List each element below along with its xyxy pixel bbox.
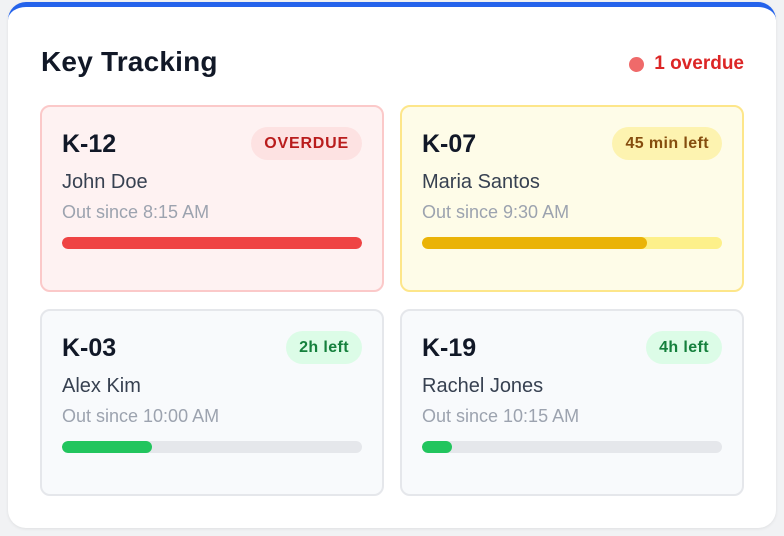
key-id: K-07 <box>422 130 477 158</box>
time-progress-fill <box>62 237 362 249</box>
key-card-k-07[interactable]: K-07 45 min left Maria Santos Out since … <box>400 105 744 292</box>
checkout-time: Out since 10:15 AM <box>422 406 580 426</box>
time-progress-bar <box>62 237 362 249</box>
key-id: K-03 <box>62 334 117 362</box>
time-progress-bar <box>422 237 722 249</box>
status-badge: OVERDUE <box>251 127 362 160</box>
key-card-k-12[interactable]: K-12 OVERDUE John Doe Out since 8:15 AM <box>40 105 384 292</box>
checkout-time: Out since 9:30 AM <box>422 202 570 222</box>
status-badge: 45 min left <box>612 127 722 160</box>
time-progress-bar <box>422 441 722 453</box>
key-id: K-19 <box>422 334 477 362</box>
holder-name: Maria Santos <box>422 171 540 193</box>
holder-name: Rachel Jones <box>422 375 544 397</box>
checkout-time: Out since 10:00 AM <box>62 406 220 426</box>
key-card-k-19[interactable]: K-19 4h left Rachel Jones Out since 10:1… <box>400 309 744 496</box>
overdue-summary[interactable]: 1 overdue <box>629 53 744 75</box>
status-badge: 4h left <box>646 331 722 364</box>
time-progress-fill <box>422 441 452 453</box>
overdue-summary-label: 1 overdue <box>654 53 744 74</box>
checkout-time: Out since 8:15 AM <box>62 202 210 222</box>
key-id: K-12 <box>62 130 117 158</box>
time-progress-bar <box>62 441 362 453</box>
panel-title: Key Tracking <box>41 46 218 77</box>
time-progress-fill <box>422 237 647 249</box>
alert-dot-icon <box>629 56 645 72</box>
key-card-k-03[interactable]: K-03 2h left Alex Kim Out since 10:00 AM <box>40 309 384 496</box>
status-badge: 2h left <box>286 331 362 364</box>
holder-name: Alex Kim <box>62 375 141 397</box>
time-progress-fill <box>62 441 152 453</box>
key-tracking-panel: Key Tracking 1 overdue K-12 OVERDUE John… <box>8 2 776 528</box>
holder-name: John Doe <box>62 171 148 193</box>
